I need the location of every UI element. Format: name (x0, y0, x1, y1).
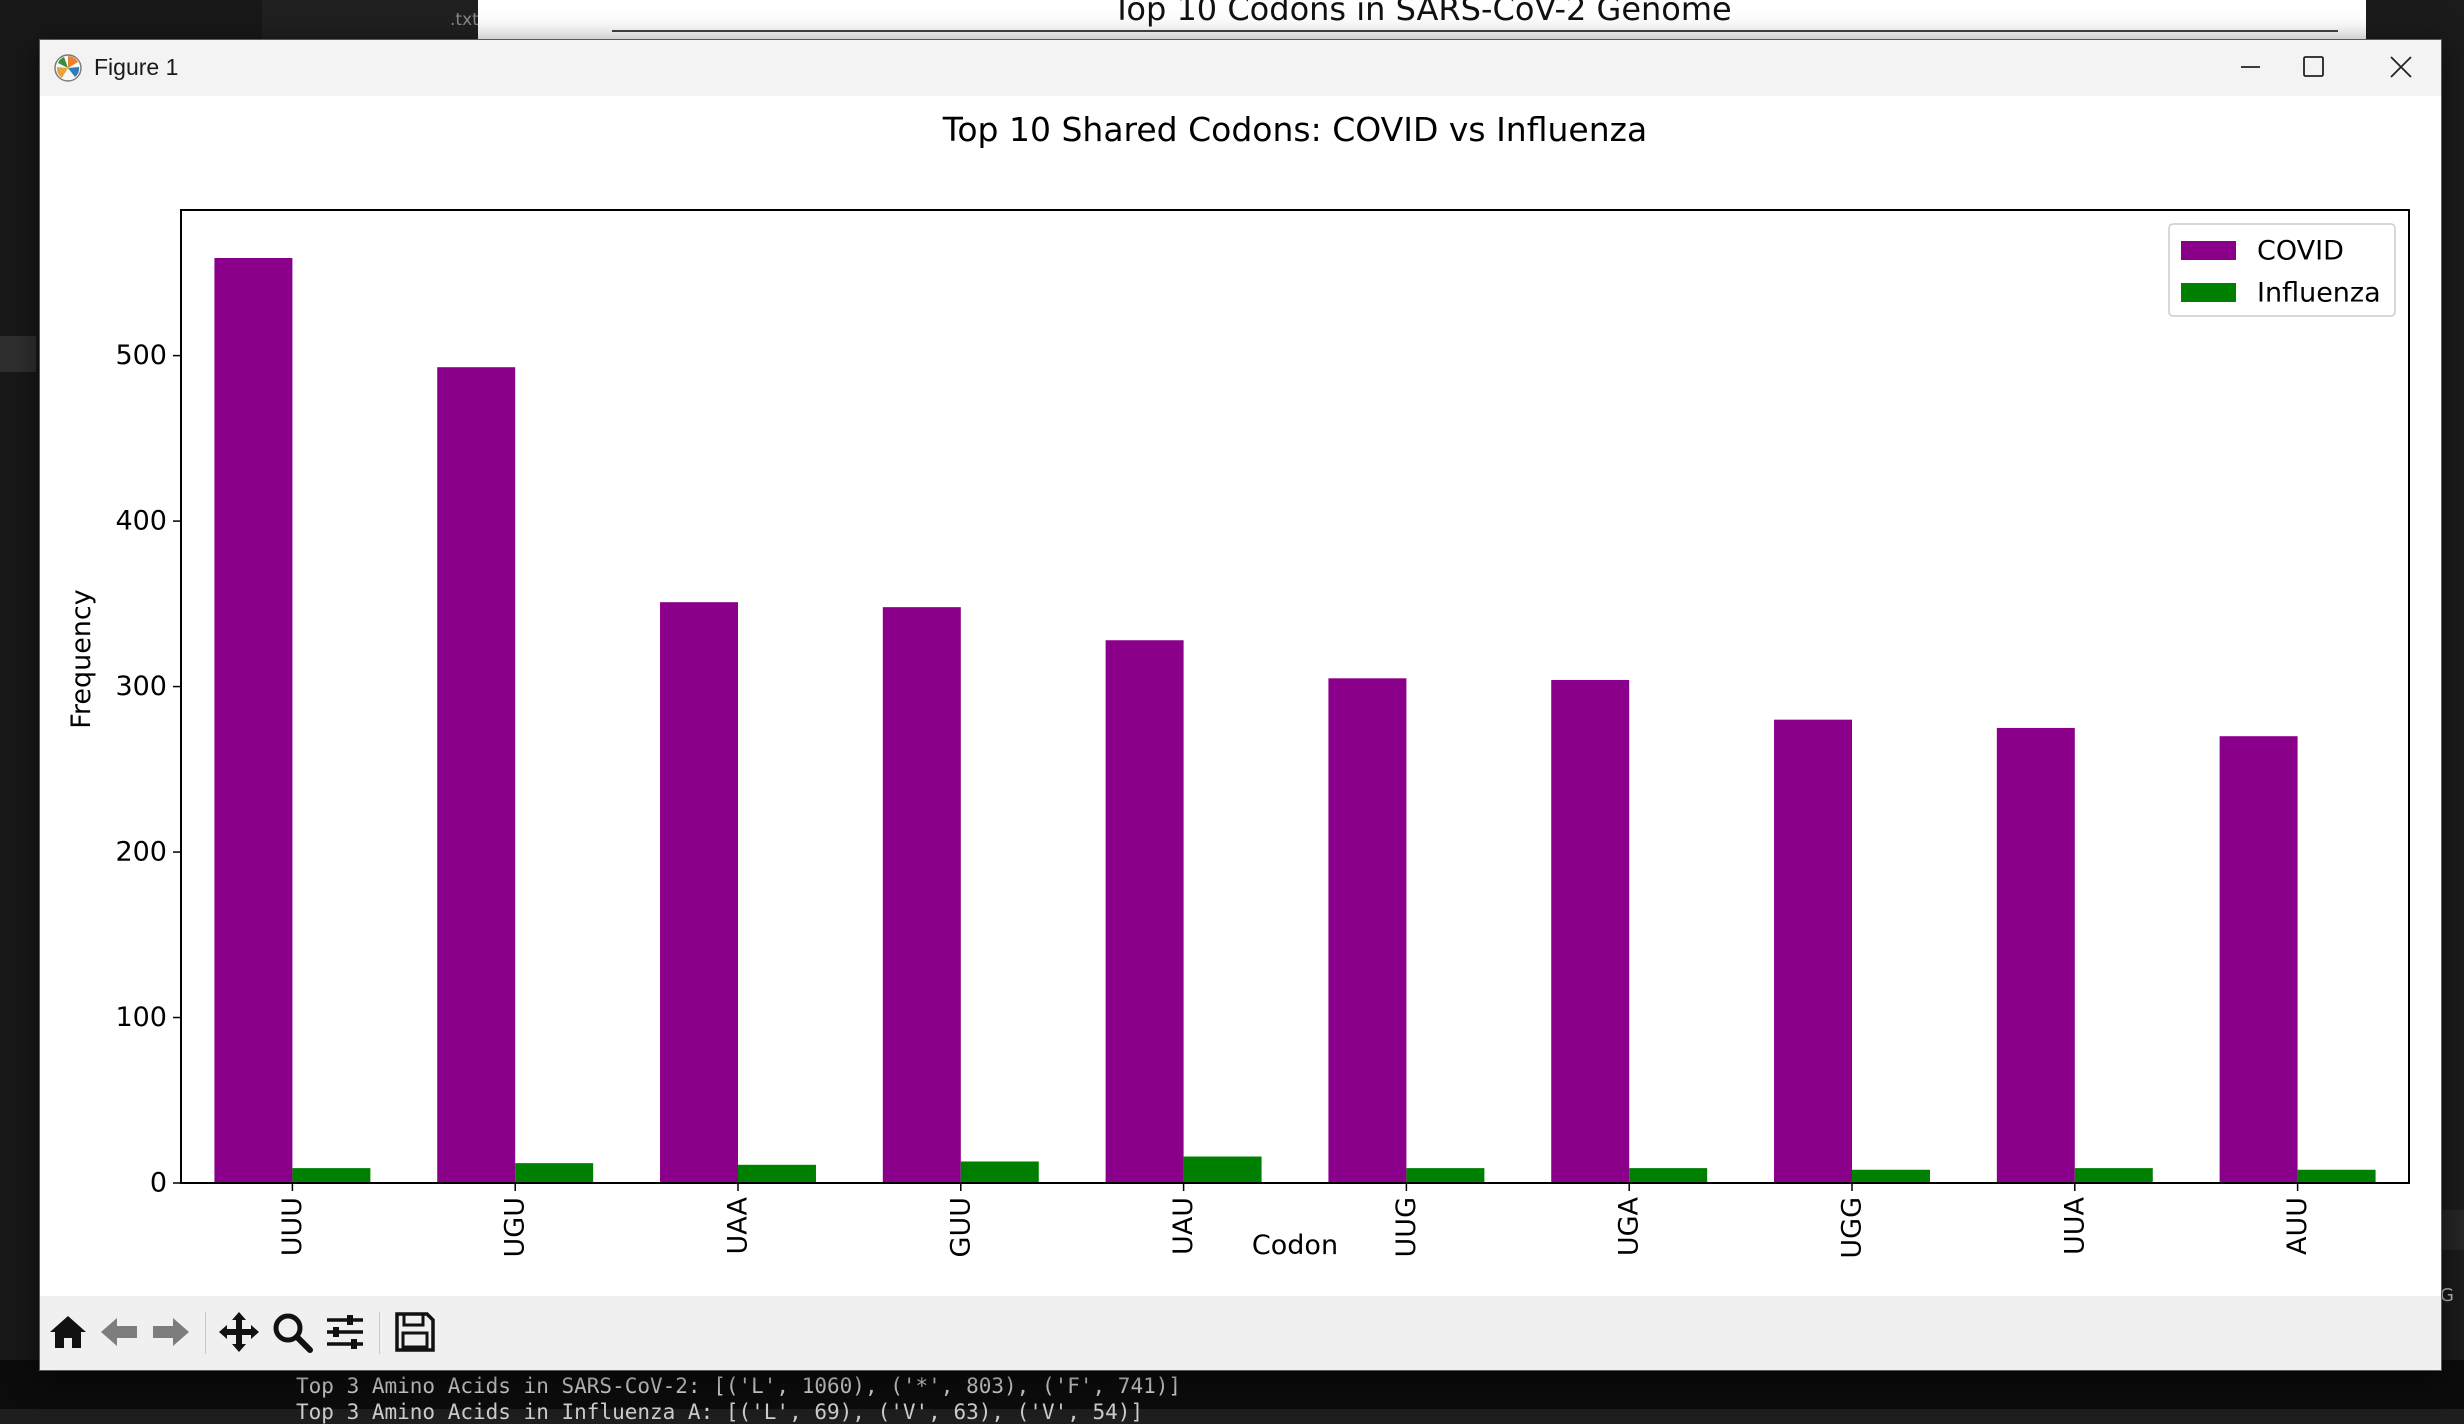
x-tick-label: UAU (1168, 1197, 1199, 1255)
x-tick-label: UGU (500, 1197, 531, 1257)
bar-covid-uaa (660, 602, 738, 1183)
bar-covid-uug (1328, 678, 1407, 1183)
bar-influenza-uua (2074, 1168, 2153, 1183)
y-tick-label: 400 (115, 506, 167, 537)
background-figure-title: Top 10 Codons in SARS-CoV-2 Genome (1112, 0, 1732, 28)
bar-covid-auu (2219, 736, 2298, 1183)
y-tick-label: 300 (115, 671, 167, 702)
home-icon[interactable] (46, 1310, 90, 1354)
matplotlib-logo-icon (54, 54, 82, 82)
legend-swatch-influenza (2181, 283, 2236, 302)
right-panel-scroll-thumb[interactable] (2440, 1210, 2464, 1250)
window-titlebar[interactable]: Figure 1 (40, 40, 2441, 96)
y-tick-label: 200 (115, 837, 167, 868)
bar-influenza-auu (2297, 1169, 2376, 1183)
bar-covid-ugg (1774, 719, 1852, 1183)
zoom-icon[interactable] (270, 1310, 314, 1354)
bar-influenza-uaa (738, 1164, 816, 1183)
bar-influenza-ugu (515, 1163, 594, 1183)
bar-influenza-uau (1183, 1156, 1262, 1183)
y-axis-ticks: 0 100 200 300 400 500 (115, 340, 181, 1199)
minimize-button[interactable] (2204, 40, 2294, 96)
figure-canvas[interactable]: Top 10 Shared Codons: COVID vs Influenza… (40, 96, 2441, 1296)
editor-tab-label[interactable]: .txt (450, 10, 479, 30)
plot-area-frame (180, 209, 2410, 1184)
close-button[interactable] (2352, 40, 2441, 96)
y-tick-label: 100 (115, 1002, 167, 1033)
navigation-toolbar (40, 1296, 2441, 1370)
bar-covid-uau (1105, 640, 1184, 1183)
bar-covid-ugu (437, 367, 516, 1183)
pan-icon[interactable] (217, 1310, 261, 1354)
x-tick-label: UUG (1391, 1197, 1422, 1257)
y-tick-label: 500 (115, 340, 167, 371)
legend-label-influenza: Influenza (2257, 278, 2381, 309)
figure-window: Figure 1 Top 10 Shared Codons: COVID vs … (39, 39, 2442, 1371)
legend-swatch-covid (2181, 241, 2236, 260)
background-figure-axes-edge (612, 30, 2338, 32)
terminal-output-line: Top 3 Amino Acids in Influenza A: [('L',… (296, 1400, 1144, 1424)
y-axis-label: Frequency (66, 589, 97, 729)
x-tick-label: UUA (2059, 1196, 2090, 1255)
bar-influenza-uga (1629, 1168, 1708, 1183)
bar-influenza-ugg (1852, 1169, 1930, 1183)
close-icon (2390, 56, 2412, 78)
y-tick-label: 0 (150, 1168, 167, 1199)
window-title: Figure 1 (94, 54, 179, 80)
minimize-icon (2241, 66, 2260, 68)
bar-influenza-guu (960, 1161, 1039, 1183)
chart-title: Top 10 Shared Codons: COVID vs Influenza (942, 110, 1647, 149)
bar-covid-guu (882, 607, 961, 1183)
bar-covid-uga (1551, 679, 1630, 1183)
x-tick-label: UGA (1614, 1196, 1645, 1256)
terminal-output-line: Top 3 Amino Acids in SARS-CoV-2: [('L', … (296, 1374, 1182, 1398)
x-tick-label: GUU (945, 1197, 976, 1257)
configure-subplots-icon[interactable] (323, 1310, 367, 1354)
x-tick-label: UUU (277, 1197, 308, 1256)
editor-selection-strip (0, 336, 36, 372)
x-tick-label: UGG (1837, 1197, 1868, 1259)
x-axis-ticks: UUU UGU UAA GUU UAU UUG UGA UGG UUA AUU (277, 1183, 2313, 1259)
bar-influenza-uug (1406, 1168, 1485, 1183)
forward-arrow-icon[interactable] (149, 1310, 193, 1354)
x-tick-label: UAA (723, 1196, 754, 1254)
bar-covid-uua (1996, 727, 2075, 1183)
x-tick-label: AUU (2282, 1197, 2313, 1255)
maximize-button[interactable] (2294, 40, 2384, 96)
toolbar-separator (205, 1312, 206, 1354)
bar-influenza-uuu (292, 1168, 371, 1183)
save-icon[interactable] (393, 1310, 437, 1354)
bar-chart[interactable]: Top 10 Shared Codons: COVID vs Influenza… (40, 96, 2441, 1296)
bar-covid-uuu (214, 257, 293, 1183)
toolbar-separator (379, 1312, 380, 1354)
bars-group (214, 257, 2376, 1183)
maximize-icon (2303, 56, 2324, 77)
x-axis-label: Codon (1252, 1230, 1338, 1261)
legend-label-covid: COVID (2257, 236, 2344, 267)
back-arrow-icon[interactable] (97, 1310, 141, 1354)
legend: COVID Influenza (2168, 223, 2396, 317)
